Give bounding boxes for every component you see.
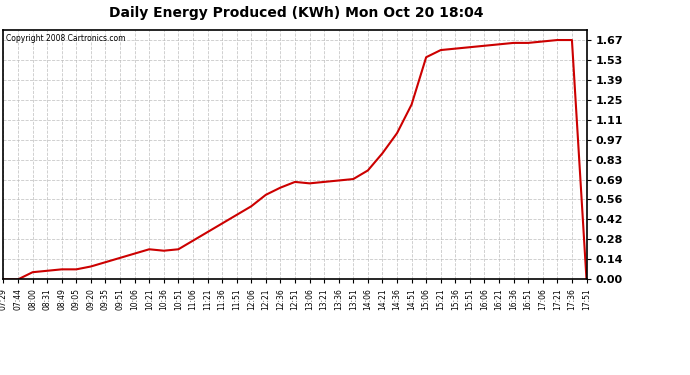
Text: Daily Energy Produced (KWh) Mon Oct 20 18:04: Daily Energy Produced (KWh) Mon Oct 20 1… bbox=[110, 6, 484, 20]
Text: Copyright 2008 Cartronics.com: Copyright 2008 Cartronics.com bbox=[6, 34, 126, 43]
